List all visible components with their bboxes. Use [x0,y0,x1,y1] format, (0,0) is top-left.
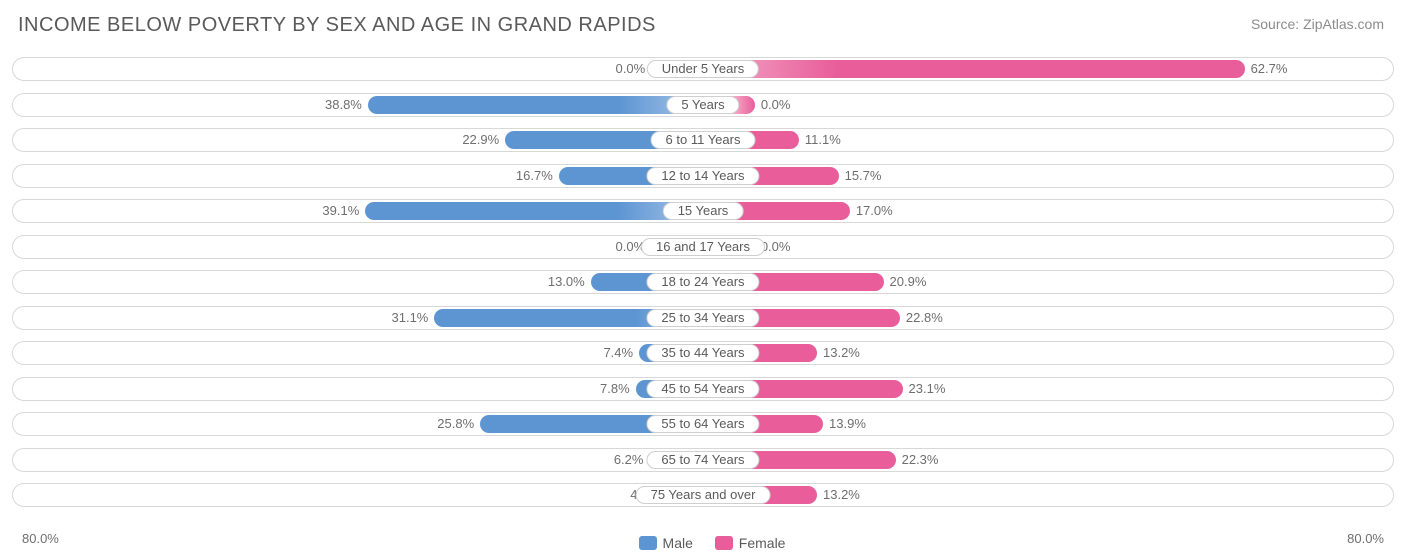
male-value: 38.8% [325,96,362,114]
legend-label-male: Male [663,535,693,551]
chart-row: 22.9% 11.1% 6 to 11 Years [12,123,1394,158]
male-bar [365,202,703,220]
male-value: 39.1% [322,202,359,220]
male-value: 6.2% [614,451,644,469]
chart-row: 16.7% 15.7% 12 to 14 Years [12,159,1394,194]
legend-swatch-female [715,536,733,550]
chart-row: 13.0% 20.9% 18 to 24 Years [12,265,1394,300]
source-attribution: Source: ZipAtlas.com [1251,16,1384,32]
butterfly-chart: 0.0% 62.7% Under 5 Years 38.8% 0.0% 5 Years 22… [12,52,1394,513]
chart-title: INCOME BELOW POVERTY BY SEX AND AGE IN G… [18,14,656,37]
female-value: 22.3% [902,451,939,469]
chart-row: 31.1% 22.8% 25 to 34 Years [12,301,1394,336]
male-value: 31.1% [392,309,429,327]
chart-row: 7.8% 23.1% 45 to 54 Years [12,372,1394,407]
legend: Male Female [0,535,1406,551]
female-value: 0.0% [761,238,791,256]
chart-row: 25.8% 13.9% 55 to 64 Years [12,407,1394,442]
age-label: 75 Years and over [636,486,771,504]
age-label: 45 to 54 Years [646,380,759,398]
age-label: 65 to 74 Years [646,451,759,469]
age-label: 12 to 14 Years [646,167,759,185]
chart-row: 38.8% 0.0% 5 Years [12,88,1394,123]
chart-row: 4.3%13.2%75 Years and over [12,478,1394,513]
female-bar [703,60,1245,78]
male-value: 13.0% [548,273,585,291]
age-label: 55 to 64 Years [646,415,759,433]
male-bar [368,96,703,114]
male-value: 22.9% [462,131,499,149]
chart-row: 0.0% 62.7% Under 5 Years [12,52,1394,87]
female-value: 23.1% [909,380,946,398]
female-value: 22.8% [906,309,943,327]
female-value: 20.9% [890,273,927,291]
age-label: 6 to 11 Years [651,131,756,149]
chart-row: 6.2% 22.3% 65 to 74 Years [12,443,1394,478]
age-label: 35 to 44 Years [646,344,759,362]
male-value: 7.4% [603,344,633,362]
chart-row: 0.0%0.0%16 and 17 Years [12,230,1394,265]
age-label: 16 and 17 Years [641,238,765,256]
age-label: 25 to 34 Years [646,309,759,327]
age-label: 15 Years [663,202,744,220]
age-label: 18 to 24 Years [646,273,759,291]
female-value: 17.0% [856,202,893,220]
age-label: 5 Years [666,96,739,114]
legend-label-female: Female [739,535,786,551]
female-value: 0.0% [761,96,791,114]
female-value: 11.1% [805,131,841,149]
female-value: 13.9% [829,415,866,433]
male-value: 25.8% [437,415,474,433]
chart-row: 7.4% 13.2% 35 to 44 Years [12,336,1394,371]
legend-swatch-male [639,536,657,550]
female-value: 15.7% [845,167,882,185]
age-label: Under 5 Years [647,60,759,78]
chart-row: 39.1% 17.0% 15 Years [12,194,1394,229]
female-value: 13.2% [823,344,860,362]
male-value: 0.0% [616,60,646,78]
female-value: 13.2% [823,486,860,504]
male-value: 7.8% [600,380,630,398]
male-value: 16.7% [516,167,553,185]
female-value: 62.7% [1251,60,1288,78]
